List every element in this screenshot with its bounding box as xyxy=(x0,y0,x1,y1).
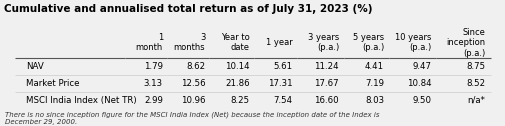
Text: There is no since inception figure for the MSCI India Index (Net) because the in: There is no since inception figure for t… xyxy=(5,111,379,125)
Text: Cumulative and annualised total return as of July 31, 2023 (%): Cumulative and annualised total return a… xyxy=(4,4,372,14)
